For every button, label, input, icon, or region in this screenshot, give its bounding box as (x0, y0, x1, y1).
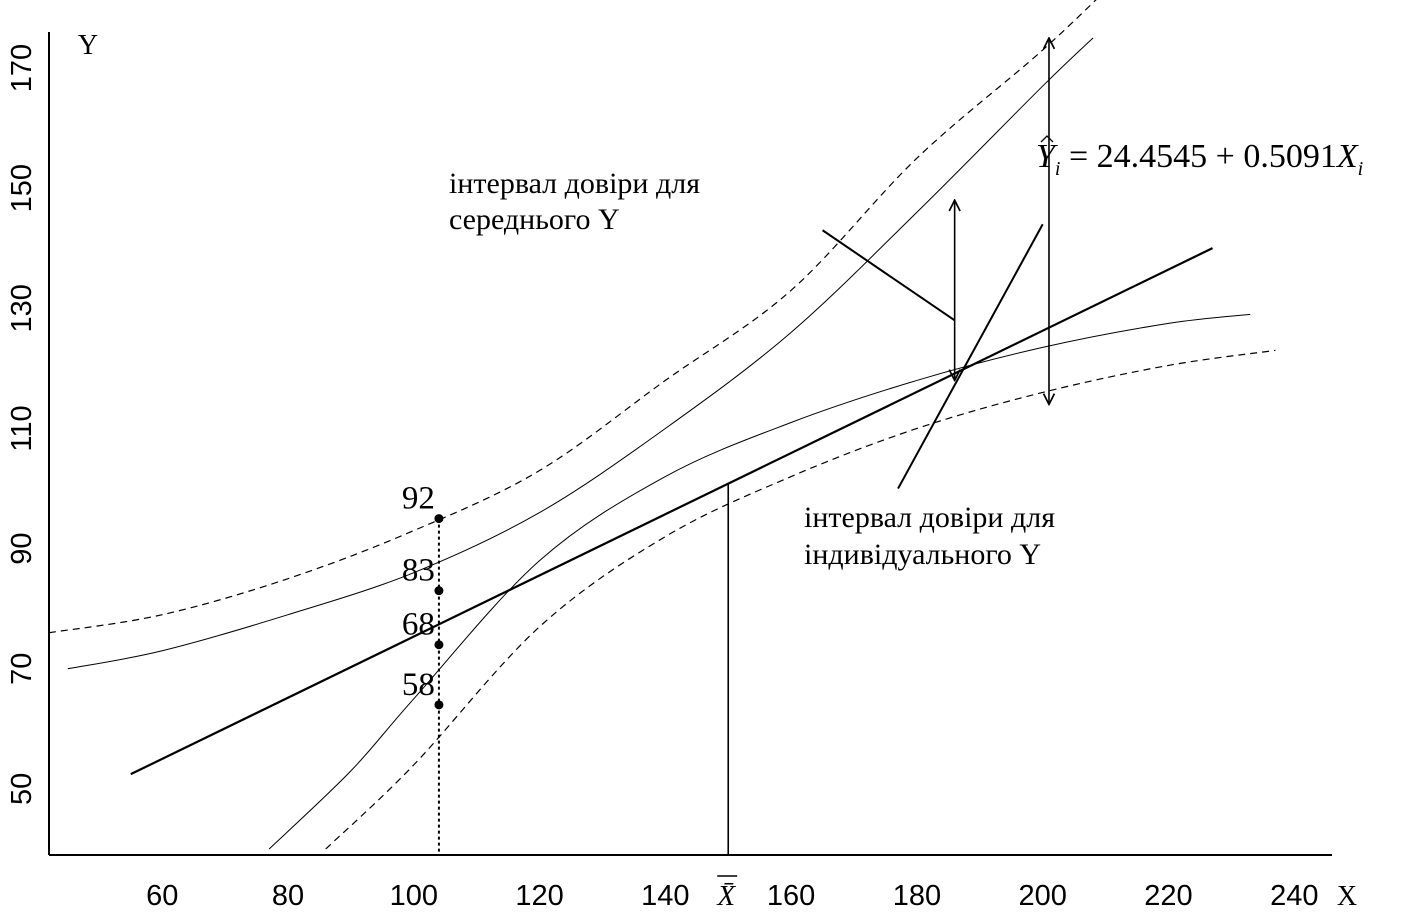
x-tick-label: 80 (272, 880, 304, 912)
y-tick-label: 50 (6, 773, 38, 805)
data-point (434, 700, 444, 710)
equation-rhs: X (1335, 138, 1359, 175)
y-axis-name: Y (78, 30, 98, 61)
x-tick-label: 200 (1019, 880, 1067, 912)
x-tick-label: 100 (390, 880, 438, 912)
y-tick-label: 150 (6, 164, 38, 212)
x-tick-label: 140 (641, 880, 689, 912)
equation-rhs-subscript: i (1358, 158, 1364, 180)
axes: 60 80 100 120 140 160 180 200 220 240 50 70 90 110 130… (6, 30, 1357, 912)
x-tick-label: 120 (515, 880, 563, 912)
data-point-label: 83 (402, 553, 435, 589)
individual-pi-pointer (897, 223, 1044, 490)
y-tick-label: 90 (6, 532, 38, 564)
mean-ci-annotation-line1: інтервал довіри для (449, 167, 700, 200)
x-tick-label: 220 (1144, 880, 1192, 912)
data-point-label: 58 (402, 667, 435, 703)
mean-x-label: X̄ (716, 880, 736, 912)
data-point-label: 68 (402, 607, 435, 643)
mean-ci-upper-curve (67, 37, 1094, 670)
annotations (822, 38, 1049, 490)
equation-hat (1040, 135, 1054, 143)
x-tick-label: 240 (1270, 880, 1318, 912)
y-tick-label: 70 (6, 653, 38, 685)
mean-ci-lower-curve (268, 313, 1251, 850)
individual-pi-annotation-line1: інтервал довіри для (804, 501, 1055, 534)
data-point (434, 640, 444, 650)
regression-line (130, 247, 1213, 776)
data-point (434, 586, 444, 596)
mean-ci-annotation-line2: середнього Y (449, 203, 620, 236)
individual-pi-upper-curve (48, 0, 1097, 634)
individual-pi-lower-curve (325, 349, 1276, 850)
interval-curves (48, 0, 1276, 855)
data-point-label: 92 (402, 481, 435, 517)
equation-body: = 24.4545 + 0.5091 (1060, 138, 1336, 175)
mean-ci-pointer (822, 229, 956, 322)
y-tick-label: 170 (6, 44, 38, 92)
x-tick-label: 60 (146, 880, 178, 912)
y-tick-label: 110 (6, 405, 38, 451)
regression-equation: Yi = 24.4545 + 0.5091Xi (1036, 138, 1363, 180)
individual-pi-annotation-line2: індивідуального Y (804, 538, 1041, 571)
data-point (434, 514, 444, 524)
x-tick-label: 160 (767, 880, 815, 912)
x-axis-name: X (1337, 881, 1357, 912)
y-tick-label: 130 (6, 284, 38, 332)
equation-lhs: Y (1036, 138, 1058, 175)
equation-lhs-subscript: i (1055, 158, 1061, 180)
x-tick-label: 180 (893, 880, 941, 912)
